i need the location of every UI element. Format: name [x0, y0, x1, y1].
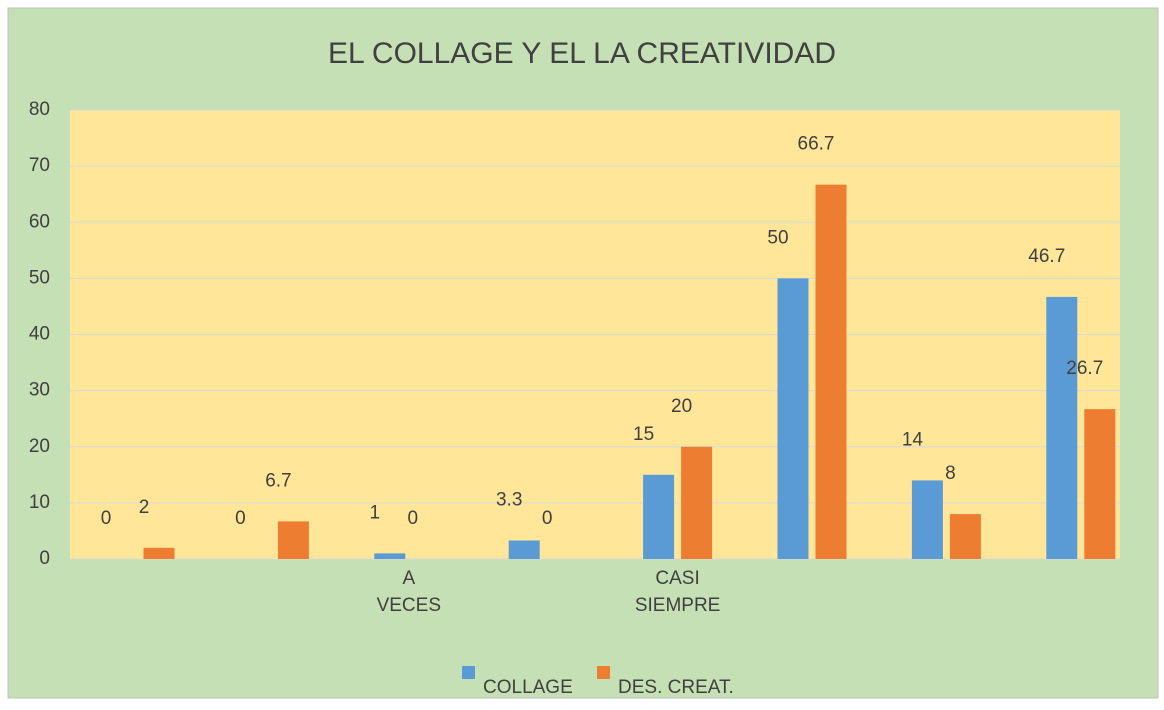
y-tick-label: 70	[29, 155, 50, 176]
y-tick-label: 0	[39, 548, 50, 569]
x-tick-label: A VECES	[377, 568, 441, 616]
bar	[777, 278, 809, 559]
data-label: 26.7	[1066, 358, 1103, 379]
data-label: 8	[945, 463, 956, 484]
data-label: 1	[370, 502, 381, 523]
y-tick-label: 20	[29, 436, 50, 457]
data-label: 0	[542, 508, 553, 529]
data-label: 0	[101, 508, 112, 529]
y-tick-label: 60	[29, 211, 50, 232]
data-label: 46.7	[1028, 246, 1065, 267]
legend-swatch	[597, 666, 610, 679]
data-label: 0	[235, 508, 246, 529]
bar	[949, 514, 981, 559]
y-tick-label: 80	[29, 99, 50, 120]
y-tick-label: 40	[29, 324, 50, 345]
x-tick-label: CASI SIEMPRE	[635, 568, 721, 616]
legend-label: DES. CREAT.	[618, 677, 734, 698]
data-label: 2	[139, 497, 150, 518]
legend-swatch	[462, 666, 475, 679]
bar	[508, 540, 540, 559]
data-label: 50	[767, 227, 788, 248]
bar	[681, 446, 713, 559]
bar	[643, 474, 675, 559]
y-tick-label: 50	[29, 267, 50, 288]
bar	[911, 480, 943, 559]
bar	[277, 521, 309, 559]
data-label: 14	[902, 429, 924, 450]
y-tick-label: 30	[29, 380, 50, 401]
data-label: 66.7	[798, 134, 835, 155]
y-tick-label: 10	[29, 492, 50, 513]
data-label: 3.3	[496, 489, 522, 510]
bar	[374, 553, 406, 559]
data-label: 6.7	[265, 470, 291, 491]
bar	[815, 184, 847, 560]
bar	[143, 547, 175, 559]
data-label: 20	[671, 396, 692, 417]
bar	[1046, 296, 1078, 559]
chart-title: EL COLLAGE Y EL LA CREATIVIDAD	[328, 37, 836, 70]
legend-label: COLLAGE	[483, 677, 573, 698]
data-label: 0	[408, 508, 419, 529]
bar	[1084, 409, 1116, 559]
data-label: 15	[633, 424, 654, 445]
